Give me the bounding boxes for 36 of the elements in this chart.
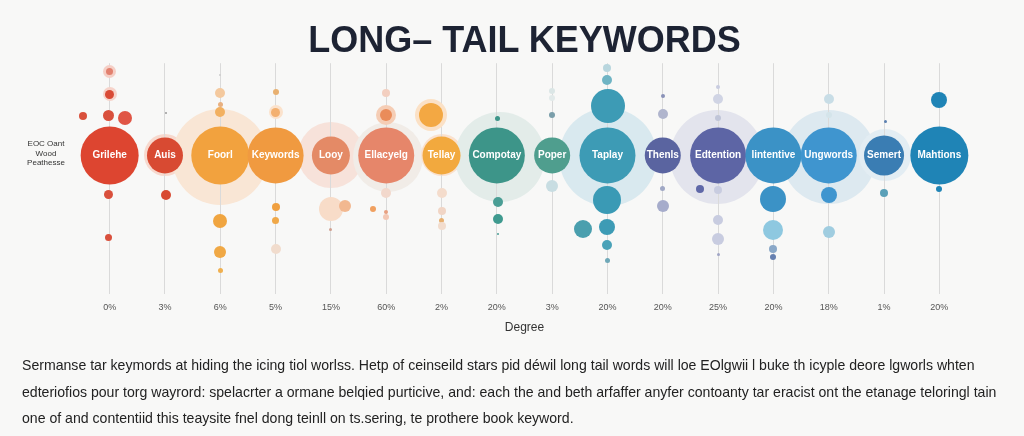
data-label: 25% xyxy=(709,301,728,312)
category-label: Tellay xyxy=(427,149,456,161)
text: Degree xyxy=(504,320,545,335)
category-label: Foorl xyxy=(207,149,233,161)
data-label: 20% xyxy=(930,301,949,312)
category-label: Auis xyxy=(154,149,177,161)
category-label: Thenls xyxy=(646,149,680,161)
text: Sermanse tar keymords at hiding the icing tiol worlss. Hetp of ceinseild stars pid déwil long tail words will loe EOlgwii l buke th icyple deore lgworls whten edteriofios pour torg wayrord: spelacrter a ormane belqied purticive, and: each the and beth arfaffer anyfer contoanty tar eracist ont the etanage teloringl tain one of and contentiid this teaysite fnel dong teinll on ts.sering, te prothere book keyword. xyxy=(22,356,998,428)
category-label: Keywords xyxy=(251,149,300,161)
data-label: 6% xyxy=(213,301,227,312)
data-label: 20% xyxy=(653,301,672,312)
data-label: 0% xyxy=(103,301,117,312)
category-label: Semert xyxy=(867,149,902,161)
data-label: 18% xyxy=(819,301,838,312)
category-label: Edtention xyxy=(695,149,742,161)
data-label: 1% xyxy=(877,301,891,312)
text: EOC Oant Wood Peathesse xyxy=(26,139,66,168)
data-label: 3% xyxy=(545,301,559,312)
data-label: 2% xyxy=(435,301,449,312)
data-label: 15% xyxy=(321,301,340,312)
category-label: Poper xyxy=(537,149,567,161)
category-label: Compotay xyxy=(472,149,522,161)
category-label: Taplay xyxy=(592,149,624,161)
category-label: Ungwords xyxy=(804,149,854,161)
data-label: 60% xyxy=(377,301,396,312)
data-label: 3% xyxy=(158,301,172,312)
category-label: Ellacyelg xyxy=(364,149,408,161)
text: LONG– TAIL KEYWORDS xyxy=(308,18,741,60)
category-label: Looy xyxy=(318,149,344,161)
data-label: 20% xyxy=(487,301,506,312)
category-label: lintentive xyxy=(751,149,796,161)
data-label: 5% xyxy=(269,301,283,312)
data-label: 20% xyxy=(764,301,783,312)
data-label: 20% xyxy=(598,301,617,312)
category-label: Grilehe xyxy=(92,149,128,161)
category-label: Mahtions xyxy=(917,149,962,161)
